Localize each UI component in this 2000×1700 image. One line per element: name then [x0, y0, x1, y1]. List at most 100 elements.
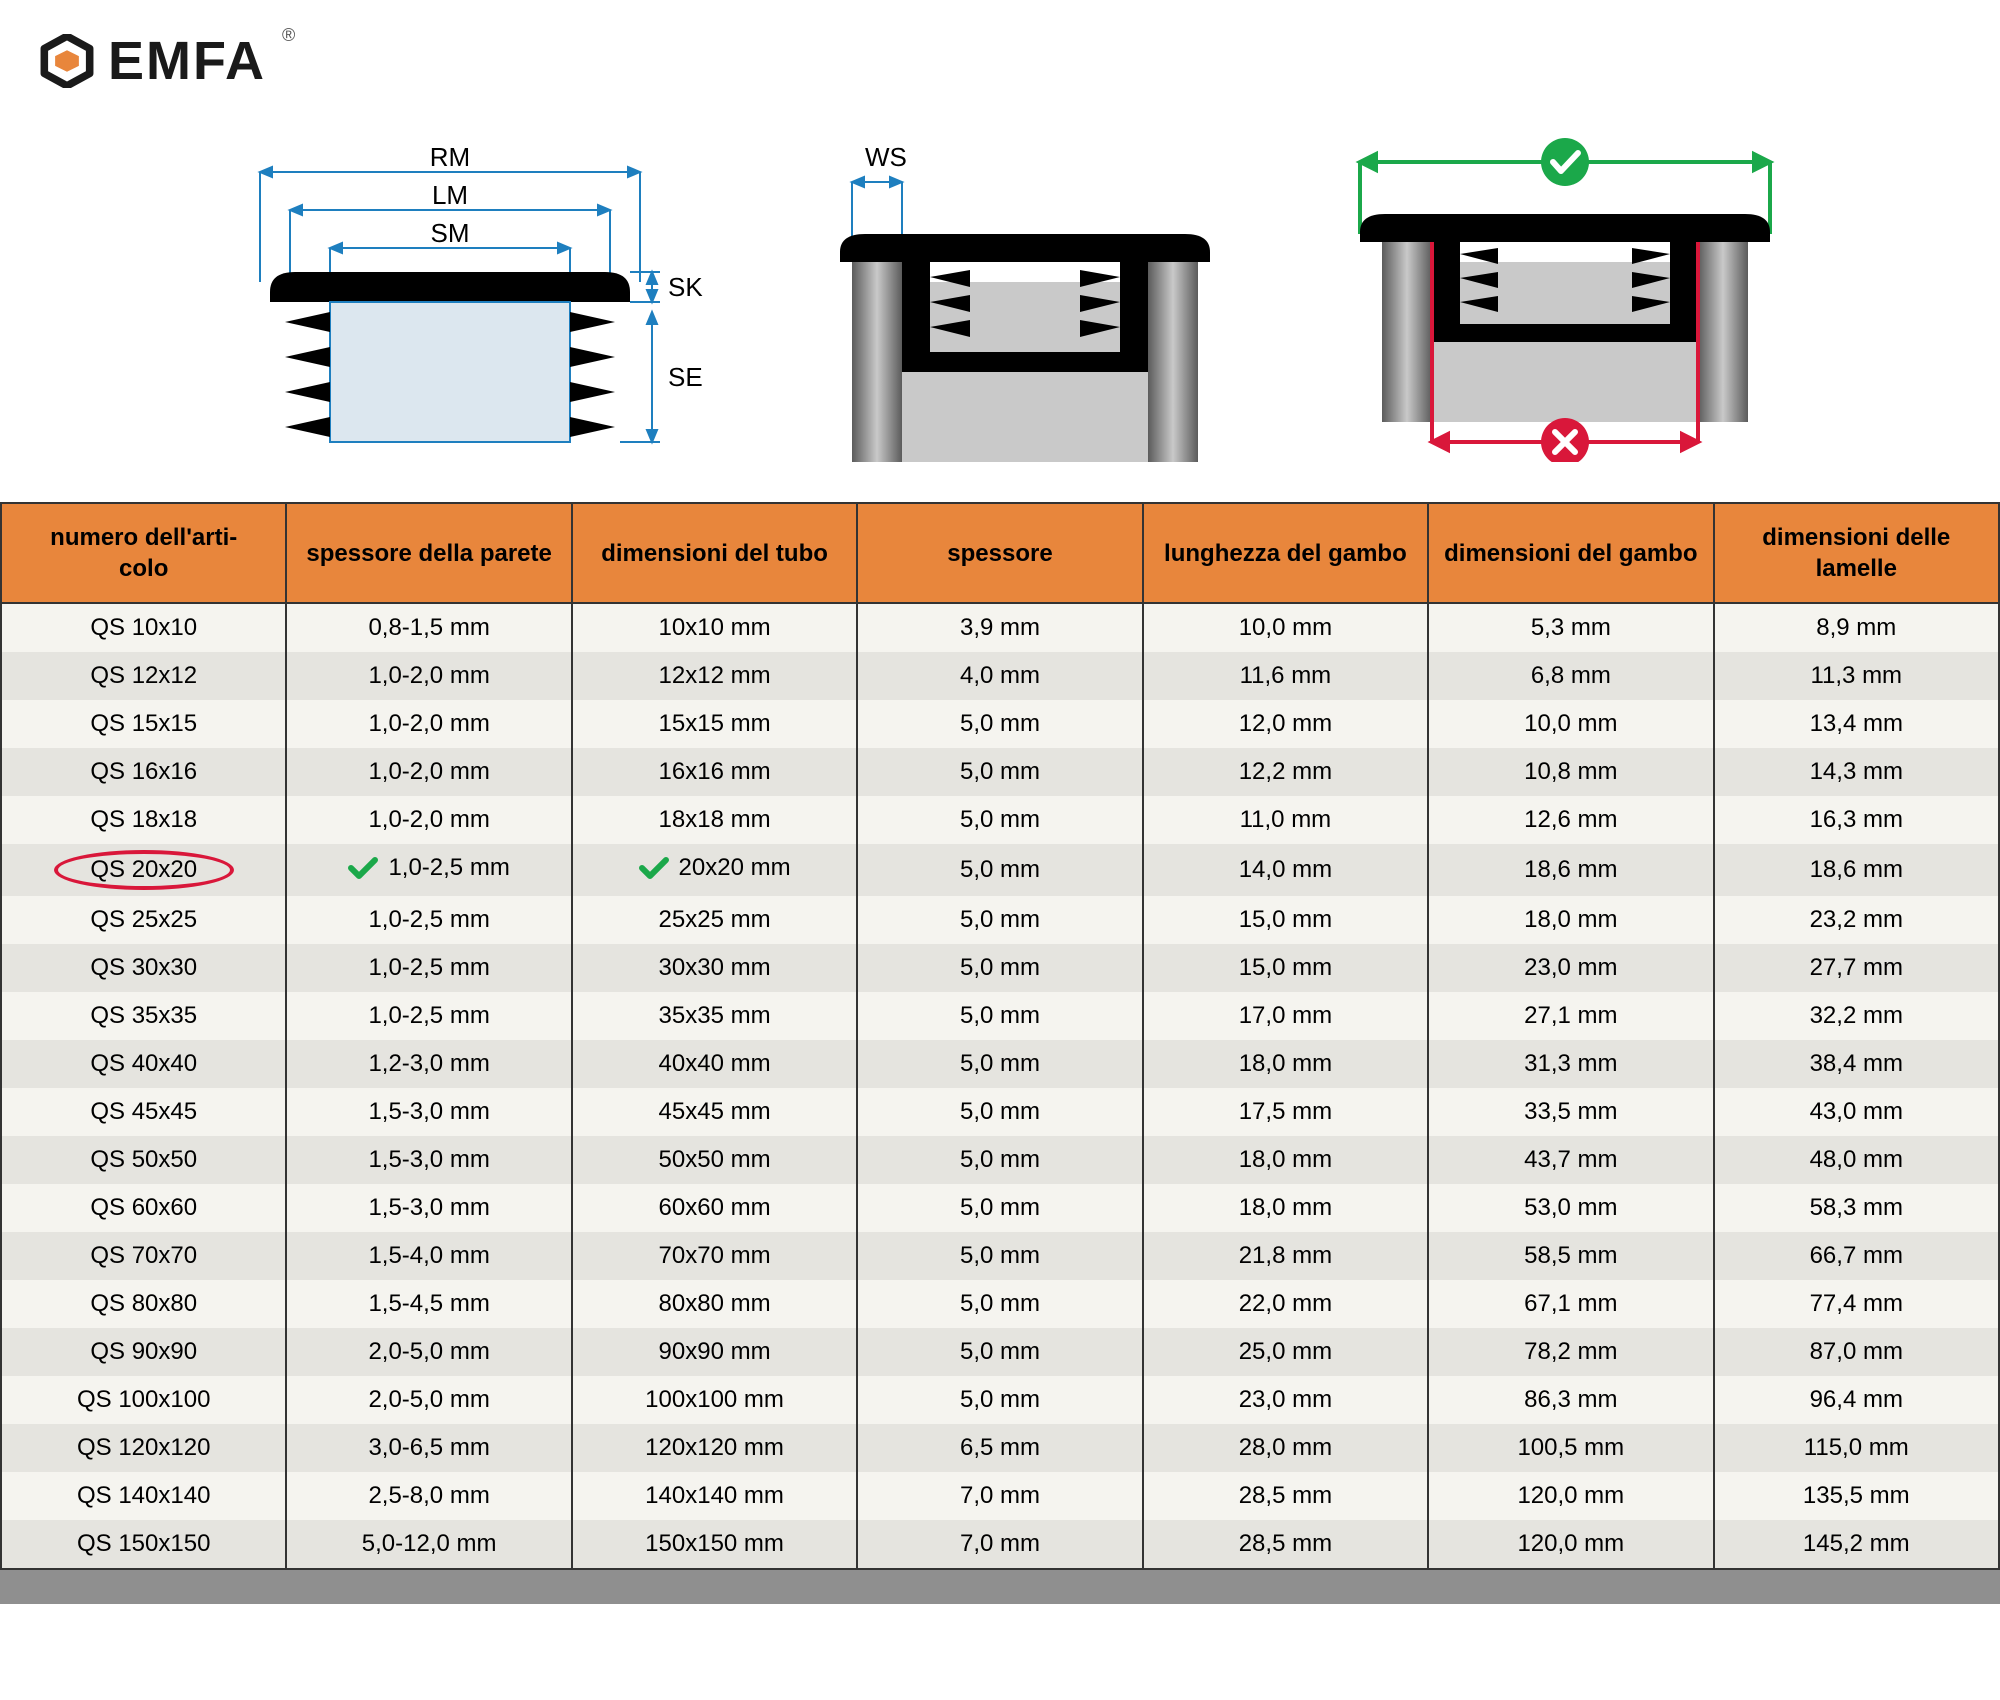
table-cell: QS 90x90: [1, 1328, 286, 1376]
table-cell: 100x100 mm: [572, 1376, 857, 1424]
table-cell: 16,3 mm: [1714, 796, 1999, 844]
table-cell: 5,0 mm: [857, 796, 1142, 844]
table-cell: 67,1 mm: [1428, 1280, 1713, 1328]
table-cell: 50x50 mm: [572, 1136, 857, 1184]
table-cell: QS 45x45: [1, 1088, 286, 1136]
column-header: dimensioni del gambo: [1428, 503, 1713, 603]
table-row: QS 45x451,5-3,0 mm45x45 mm5,0 mm17,5 mm3…: [1, 1088, 1999, 1136]
table-cell: 48,0 mm: [1714, 1136, 1999, 1184]
table-cell: 25,0 mm: [1143, 1328, 1428, 1376]
label-se: SE: [668, 362, 703, 392]
table-cell: 28,5 mm: [1143, 1472, 1428, 1520]
table-row: QS 40x401,2-3,0 mm40x40 mm5,0 mm18,0 mm3…: [1, 1040, 1999, 1088]
table-cell: 70x70 mm: [572, 1232, 857, 1280]
table-row: QS 100x1002,0-5,0 mm100x100 mm5,0 mm23,0…: [1, 1376, 1999, 1424]
table-cell: 30x30 mm: [572, 944, 857, 992]
table-cell: 12,0 mm: [1143, 700, 1428, 748]
table-cell: 28,0 mm: [1143, 1424, 1428, 1472]
table-cell: 7,0 mm: [857, 1520, 1142, 1569]
table-cell: 86,3 mm: [1428, 1376, 1713, 1424]
table-cell: 15,0 mm: [1143, 944, 1428, 992]
table-cell: 1,5-4,5 mm: [286, 1280, 571, 1328]
table-cell: 45x45 mm: [572, 1088, 857, 1136]
table-cell: 1,0-2,0 mm: [286, 748, 571, 796]
table-cell: 10,0 mm: [1143, 603, 1428, 652]
table-cell: 15,0 mm: [1143, 896, 1428, 944]
table-cell: 150x150 mm: [572, 1520, 857, 1569]
table-cell: 5,0 mm: [857, 1136, 1142, 1184]
table-row: QS 70x701,5-4,0 mm70x70 mm5,0 mm21,8 mm5…: [1, 1232, 1999, 1280]
table-cell: 12x12 mm: [572, 652, 857, 700]
footer-bar: [0, 1570, 2000, 1604]
table-cell: 43,0 mm: [1714, 1088, 1999, 1136]
table-row: QS 16x161,0-2,0 mm16x16 mm5,0 mm12,2 mm1…: [1, 748, 1999, 796]
table-cell: 17,0 mm: [1143, 992, 1428, 1040]
table-row: QS 150x1505,0-12,0 mm150x150 mm7,0 mm28,…: [1, 1520, 1999, 1569]
table-cell: 5,3 mm: [1428, 603, 1713, 652]
table-cell: 21,8 mm: [1143, 1232, 1428, 1280]
table-cell: 80x80 mm: [572, 1280, 857, 1328]
table-cell: 1,5-3,0 mm: [286, 1136, 571, 1184]
table-cell: QS 140x140: [1, 1472, 286, 1520]
table-cell: 15x15 mm: [572, 700, 857, 748]
table-cell: 2,5-8,0 mm: [286, 1472, 571, 1520]
table-cell: QS 16x16: [1, 748, 286, 796]
table-cell: 11,6 mm: [1143, 652, 1428, 700]
check-icon: [639, 857, 669, 879]
label-rm: RM: [430, 142, 470, 172]
table-cell: 20x20 mm: [572, 844, 857, 896]
table-cell: 1,5-3,0 mm: [286, 1184, 571, 1232]
table-cell: 1,0-2,5 mm: [286, 992, 571, 1040]
table-row: QS 25x251,0-2,5 mm25x25 mm5,0 mm15,0 mm1…: [1, 896, 1999, 944]
table-cell: 1,0-2,5 mm: [286, 896, 571, 944]
table-cell: 120,0 mm: [1428, 1520, 1713, 1569]
table-cell: 5,0-12,0 mm: [286, 1520, 571, 1569]
table-row: QS 80x801,5-4,5 mm80x80 mm5,0 mm22,0 mm6…: [1, 1280, 1999, 1328]
table-cell: 135,5 mm: [1714, 1472, 1999, 1520]
column-header: lunghezza del gambo: [1143, 503, 1428, 603]
table-cell: QS 35x35: [1, 992, 286, 1040]
check-icon: [348, 857, 378, 879]
table-cell: 0,8-1,5 mm: [286, 603, 571, 652]
table-row: QS 15x151,0-2,0 mm15x15 mm5,0 mm12,0 mm1…: [1, 700, 1999, 748]
table-cell: 140x140 mm: [572, 1472, 857, 1520]
table-row: QS 140x1402,5-8,0 mm140x140 mm7,0 mm28,5…: [1, 1472, 1999, 1520]
table-cell: 3,0-6,5 mm: [286, 1424, 571, 1472]
table-cell: 87,0 mm: [1714, 1328, 1999, 1376]
diagram-cross-section: WS: [810, 122, 1240, 462]
table-cell: 18,0 mm: [1143, 1184, 1428, 1232]
table-row: QS 90x902,0-5,0 mm90x90 mm5,0 mm25,0 mm7…: [1, 1328, 1999, 1376]
table-cell: 120x120 mm: [572, 1424, 857, 1472]
brand-logo: EMFA ®: [0, 0, 2000, 112]
table-cell: 11,0 mm: [1143, 796, 1428, 844]
table-cell: 5,0 mm: [857, 844, 1142, 896]
table-cell: 2,0-5,0 mm: [286, 1328, 571, 1376]
table-cell: 18,6 mm: [1714, 844, 1999, 896]
table-row: QS 10x100,8-1,5 mm10x10 mm3,9 mm10,0 mm5…: [1, 603, 1999, 652]
table-cell: 5,0 mm: [857, 748, 1142, 796]
table-cell: 14,3 mm: [1714, 748, 1999, 796]
table-cell: 1,2-3,0 mm: [286, 1040, 571, 1088]
diagram-row: RM LM SM: [0, 112, 2000, 502]
table-cell: 1,0-2,0 mm: [286, 796, 571, 844]
table-cell: 22,0 mm: [1143, 1280, 1428, 1328]
table-cell: 2,0-5,0 mm: [286, 1376, 571, 1424]
table-cell: 1,0-2,0 mm: [286, 652, 571, 700]
table-cell: 96,4 mm: [1714, 1376, 1999, 1424]
table-cell: 10x10 mm: [572, 603, 857, 652]
table-cell: 17,5 mm: [1143, 1088, 1428, 1136]
table-cell: 18,6 mm: [1428, 844, 1713, 896]
table-cell: 38,4 mm: [1714, 1040, 1999, 1088]
table-cell: 115,0 mm: [1714, 1424, 1999, 1472]
table-cell: 10,0 mm: [1428, 700, 1713, 748]
table-cell: 43,7 mm: [1428, 1136, 1713, 1184]
column-header: spessore della parete: [286, 503, 571, 603]
table-row: QS 20x201,0-2,5 mm20x20 mm5,0 mm14,0 mm1…: [1, 844, 1999, 896]
table-cell: 31,3 mm: [1428, 1040, 1713, 1088]
table-cell: 23,0 mm: [1428, 944, 1713, 992]
table-cell: QS 100x100: [1, 1376, 286, 1424]
table-cell: 6,8 mm: [1428, 652, 1713, 700]
table-cell: 5,0 mm: [857, 1328, 1142, 1376]
table-cell: 40x40 mm: [572, 1040, 857, 1088]
table-cell: 18,0 mm: [1428, 896, 1713, 944]
